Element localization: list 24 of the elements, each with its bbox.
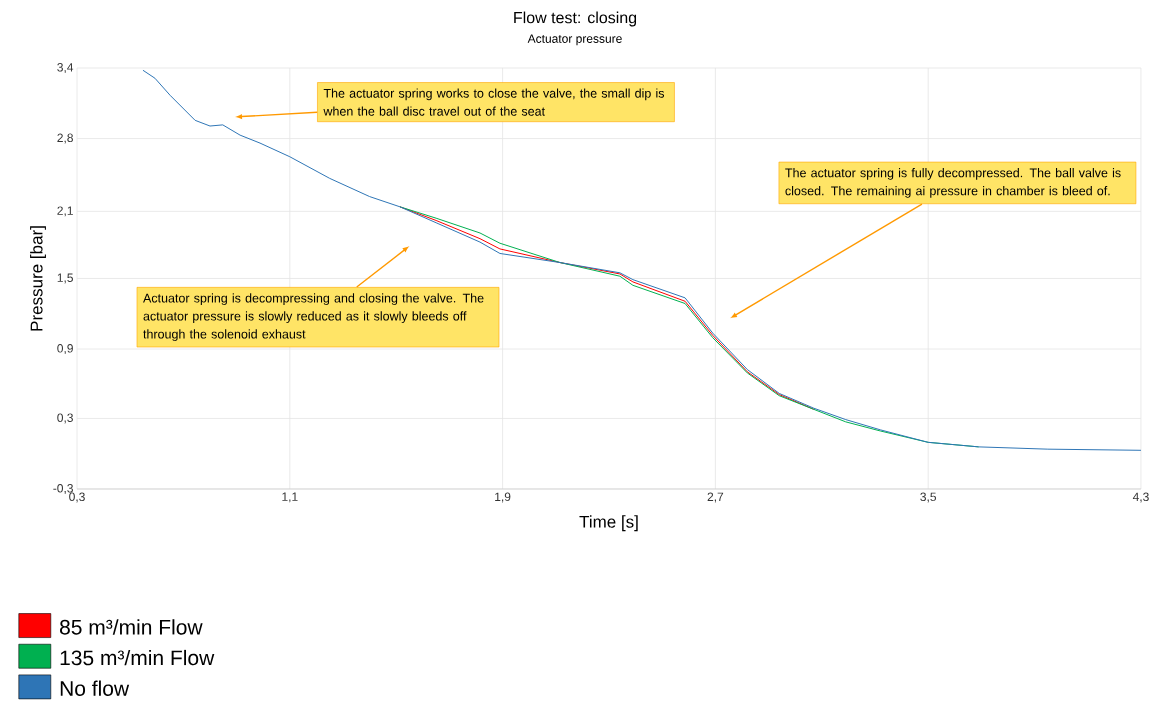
- y-tick-label: 2,8: [57, 133, 73, 144]
- y-tick-label: 0,3: [57, 413, 73, 424]
- y-tick-label: 1,5: [57, 273, 73, 284]
- annotation: The actuator spring is fully decompressed. The ball valve is closed. The remaining ai pressure in chamber is bleed of.: [785, 168, 1121, 198]
- x-tick-label: 3,5: [920, 492, 937, 503]
- chart-title: Flow test: closing: [514, 11, 637, 27]
- legend-label: 135 m³/min Flow: [60, 649, 215, 666]
- annotation: Actuator spring is decompressing and closing the valve. The actuator pressure is slowly reduced as it slowly bleeds off through the solenoid exhaust: [143, 293, 484, 341]
- chart-subtitle: Actuator pressure: [527, 34, 622, 46]
- y-tick-label: 2,1: [57, 206, 73, 217]
- y-tick-label: 0,9: [57, 344, 73, 354]
- x-axis-title: Time [s]: [579, 515, 638, 532]
- x-tick-label: 0,3: [69, 492, 85, 503]
- y-tick-label: -0,3: [53, 484, 73, 494]
- x-tick-label: 1,1: [282, 492, 298, 503]
- y-tick-label: 3,4: [57, 63, 74, 73]
- x-tick-label: 4,3: [1132, 492, 1149, 503]
- line-series: [142, 69, 1142, 451]
- x-tick-label: 2,7: [707, 492, 724, 503]
- x-tick-label: 1,9: [495, 492, 511, 503]
- annotation: The actuator spring works to close the valve, the small dip is when the ball disc travel out of the seat: [323, 88, 665, 116]
- y-axis-title: Pressure [bar]: [30, 226, 46, 331]
- legend-label: No flow: [60, 680, 130, 696]
- legend-label: 85 m³/min Flow: [60, 619, 203, 635]
